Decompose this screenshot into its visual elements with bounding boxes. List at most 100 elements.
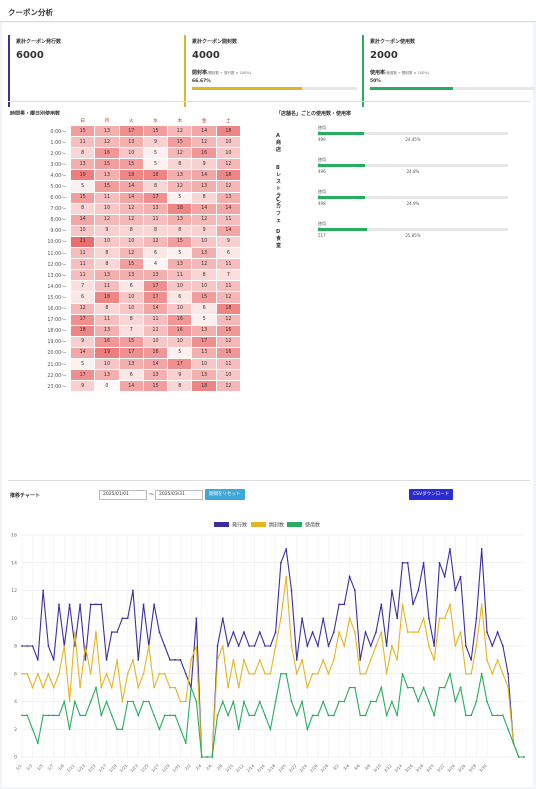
heatmap-cell: 12: [191, 136, 217, 149]
data-point: [369, 658, 372, 661]
data-point: [443, 686, 446, 689]
heatmap-cell: 6: [69, 291, 96, 304]
kpi-issued-label: 累計クーポン発行数: [16, 39, 62, 45]
kpi-used-card: 累計クーポン使用数 2000 使用率(使用数 ÷ 開封数 × 100%) 50%: [362, 35, 535, 107]
data-point: [174, 714, 177, 717]
heatmap-cell: 13: [94, 324, 120, 337]
data-point: [258, 631, 261, 634]
heatmap-cell: 9: [167, 369, 193, 382]
data-point: [486, 700, 488, 703]
data-point: [385, 714, 388, 717]
store-name: Cカフェ: [276, 197, 282, 224]
data-point: [332, 714, 335, 717]
heatmap-row: 11:00〜 11 8 12 6 5 13 6: [10, 247, 242, 260]
data-point: [317, 714, 319, 717]
data-point: [36, 742, 39, 745]
data-point: [132, 658, 134, 661]
data-point: [190, 686, 192, 689]
heatmap-cell: 12: [215, 313, 242, 326]
data-point: [264, 714, 266, 717]
kpi-opened-card: 累計クーポン開封数 4000 開封率(開封数 ÷ 発行数 × 100%) 66.…: [184, 35, 360, 107]
data-point: [31, 645, 34, 647]
data-point: [36, 672, 39, 675]
heatmap-cell: 11: [94, 313, 120, 326]
heatmap-cell: 14: [191, 202, 217, 215]
data-point: [438, 617, 441, 620]
reset-period-button[interactable]: 期間をリセット: [205, 489, 245, 500]
x-tick-label: 2/26: [309, 763, 319, 773]
data-point: [47, 645, 50, 647]
heatmap-cell: 6: [191, 302, 217, 315]
heatmap-cell: 12: [94, 136, 120, 149]
data-point: [248, 672, 251, 675]
data-point: [58, 603, 60, 606]
heatmap-cell: 14: [118, 180, 144, 193]
store-usage-rate: 24.8%: [406, 169, 420, 174]
data-point: [116, 658, 119, 661]
heatmap-cell: 15: [191, 291, 217, 304]
heatmap-cell: 8: [94, 258, 120, 271]
data-point: [232, 631, 235, 634]
heatmap-cell: 10: [118, 291, 144, 304]
store-usage-bar: [318, 228, 508, 231]
x-tick-label: 1/3: [25, 763, 33, 771]
data-point: [348, 686, 351, 689]
heatmap-cell: 4: [142, 258, 169, 271]
trend-chart: 0 2 4 6 8 10 12 14 16 1/1 1/3 1/5 1/7 1/9 1/11 1/13 1/15…: [11, 522, 525, 773]
data-point: [73, 645, 76, 647]
heatmap-cell: 8: [94, 247, 120, 260]
data-point: [459, 686, 462, 689]
heatmap-cell: 12: [69, 302, 96, 315]
date-from-input[interactable]: 2025/01/01: [99, 490, 147, 500]
x-tick-label: 1/19: [108, 763, 118, 773]
heatmap-cell: 14: [69, 346, 96, 359]
store-usage-bar-fill: [318, 196, 366, 199]
x-tick-label: 2/12: [235, 763, 245, 773]
heatmap-cell: 10: [94, 202, 120, 215]
heatmap-hour-label: 4:00〜: [10, 169, 71, 182]
data-point: [58, 714, 60, 717]
x-tick-label: 1/27: [150, 763, 160, 773]
heatmap-cell: 13: [142, 202, 169, 215]
data-point: [438, 561, 441, 564]
heatmap-cell: 9: [191, 224, 217, 237]
data-point: [169, 686, 171, 689]
csv-download-button[interactable]: CSVダウンロード: [409, 489, 454, 500]
data-point: [116, 631, 119, 634]
heatmap-cell: 18: [94, 291, 120, 304]
data-point: [153, 603, 156, 606]
data-point: [269, 645, 272, 647]
data-point: [179, 728, 182, 731]
data-point: [52, 686, 55, 689]
x-tick-label: 1/7: [46, 763, 54, 771]
data-point: [496, 658, 499, 661]
heatmap-cell: 11: [94, 191, 120, 204]
data-point: [274, 645, 277, 647]
heatmap-cell: 11: [142, 213, 169, 226]
data-point: [142, 672, 145, 675]
x-tick-label: 1/23: [129, 763, 139, 773]
heatmap-row: 23:00〜 9 0 14 15 8 18 12: [10, 380, 242, 393]
data-point: [126, 617, 129, 620]
data-point: [348, 617, 351, 620]
heatmap-cell: 12: [167, 124, 193, 138]
heatmap-cell: 16: [94, 147, 120, 160]
heatmap-cell: 15: [142, 124, 169, 138]
heatmap-hour-label: 21:00〜: [10, 357, 71, 371]
data-point: [375, 700, 377, 703]
data-point: [438, 686, 441, 689]
heatmap-cell: 18: [142, 169, 169, 182]
heatmap-cell: 15: [167, 235, 193, 249]
heatmap-hour-label: 1:00〜: [10, 136, 71, 149]
data-point: [110, 714, 113, 717]
kpi-used-value: 2000: [370, 50, 398, 61]
heatmap-hour-label: 14:00〜: [10, 280, 71, 293]
x-tick-label: 2/14: [245, 763, 255, 773]
data-point: [412, 631, 414, 634]
data-point: [422, 617, 425, 620]
data-point: [443, 617, 446, 620]
date-to-input[interactable]: 2025/03/31: [155, 490, 203, 500]
heatmap-hour-label: 22:00〜: [10, 369, 71, 382]
data-point: [243, 700, 245, 703]
heatmap-cell: 12: [94, 213, 120, 226]
